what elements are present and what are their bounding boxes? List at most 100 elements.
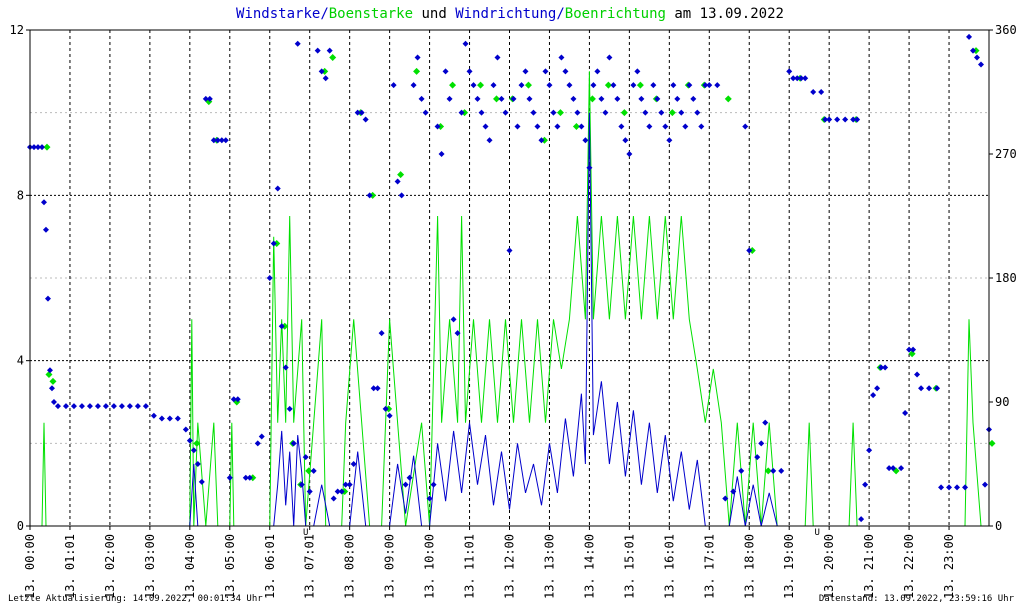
boenrichtung-point — [193, 439, 201, 447]
windrichtung-point — [762, 419, 769, 426]
windrichtung-point — [38, 144, 45, 151]
windrichtung-point — [278, 323, 285, 330]
windrichtung-point — [186, 437, 193, 444]
windrichtung-point — [366, 192, 373, 199]
windrichtung-point — [190, 447, 197, 454]
y-left-tick-label: 8 — [17, 188, 24, 202]
x-tick-label: 13. 21:00 — [862, 534, 876, 599]
windrichtung-point — [474, 95, 481, 102]
windrichtung-point — [542, 68, 549, 75]
windrichtung-point — [42, 226, 49, 233]
windrichtung-point — [94, 403, 101, 410]
windrichtung-point — [758, 440, 765, 447]
windrichtung-point — [394, 178, 401, 185]
windrichtung-point — [530, 109, 537, 116]
windrichtung-point — [258, 433, 265, 440]
windrichtung-point — [682, 123, 689, 130]
windrichtung-point — [482, 123, 489, 130]
windrichtung-point — [918, 385, 925, 392]
windrichtung-point — [70, 403, 77, 410]
windrichtung-point — [506, 247, 513, 254]
windrichtung-point — [494, 54, 501, 61]
boenrichtung-point — [636, 81, 644, 89]
windrichtung-point — [442, 68, 449, 75]
windrichtung-point — [434, 123, 441, 130]
windrichtung-point — [402, 481, 409, 488]
windrichtung-point — [358, 109, 365, 116]
windrichtung-point — [970, 47, 977, 54]
windrichtung-point — [678, 109, 685, 116]
windrichtung-point — [794, 75, 801, 82]
windrichtung-point — [318, 68, 325, 75]
windrichtung-point — [30, 144, 37, 151]
windrichtung-point — [486, 137, 493, 144]
x-tick-label: 13. 09:00 — [383, 534, 397, 599]
windrichtung-point — [658, 109, 665, 116]
title-date: am 13.09.2022 — [666, 6, 784, 22]
boenrichtung-point — [329, 54, 337, 62]
windrichtung-point — [886, 465, 893, 472]
windrichtung-point — [378, 330, 385, 337]
windrichtung-point — [194, 461, 201, 467]
windrichtung-point — [310, 467, 317, 474]
windrichtung-point — [878, 364, 885, 371]
windrichtung-point — [606, 54, 613, 61]
x-tick-label: 13. 18:00 — [742, 534, 756, 599]
windrichtung-point — [322, 75, 329, 82]
windrichtung-point — [346, 481, 353, 488]
windrichtung-point — [230, 396, 237, 403]
windrichtung-point — [282, 364, 289, 371]
x-tick-label: 13. 11:01 — [463, 534, 477, 599]
boenrichtung-point — [988, 439, 996, 447]
windrichtung-point — [438, 151, 445, 157]
windrichtung-point — [254, 440, 261, 447]
windrichtung-point — [62, 403, 69, 410]
windrichtung-point — [674, 95, 681, 102]
y-left-tick-label: 12 — [10, 23, 24, 37]
windrichtung-point — [686, 82, 693, 89]
windrichtung-point — [166, 415, 173, 422]
windrichtung-point — [802, 75, 809, 82]
windrichtung-point — [978, 61, 985, 68]
windrichtung-point — [654, 95, 661, 102]
windrichtung-point — [642, 109, 649, 116]
windrichtung-point — [342, 481, 349, 488]
windrichtung-point — [890, 465, 897, 472]
windrichtung-point — [78, 403, 85, 410]
windrichtung-point — [866, 447, 873, 454]
windrichtung-point — [242, 474, 249, 481]
windrichtung-point — [422, 109, 429, 116]
windrichtung-point — [874, 385, 881, 392]
x-tick-label: 13. 19:00 — [782, 534, 796, 599]
x-tick-label: 13. 20:00 — [822, 534, 836, 599]
windrichtung-point — [202, 95, 209, 102]
windrichtung-point — [526, 95, 533, 102]
windrichtung-point — [850, 116, 857, 123]
windrichtung-point — [954, 484, 961, 491]
boenrichtung-point — [620, 109, 628, 117]
windrichtung-point — [914, 371, 921, 378]
windrichtung-point — [302, 454, 309, 461]
windrichtung-point — [150, 412, 157, 419]
windrichtung-point — [48, 385, 55, 392]
title-windstarke: Windstarke — [236, 6, 320, 22]
windrichtung-point — [938, 484, 945, 491]
windrichtung-point — [742, 123, 749, 130]
windrichtung-point — [514, 123, 521, 130]
windrichtung-point — [534, 123, 541, 130]
title-sep2: / — [556, 6, 564, 22]
windrichtung-point — [246, 474, 253, 481]
boenrichtung-point — [572, 122, 580, 130]
title-und: und — [413, 6, 455, 22]
windrichtung-point — [646, 123, 653, 130]
x-tick-label: 13. 10:00 — [423, 534, 437, 599]
windrichtung-point — [362, 116, 369, 123]
windrichtung-point — [370, 385, 377, 392]
windrichtung-point — [538, 137, 545, 144]
windrichtung-point — [634, 68, 641, 75]
windrichtung-point — [662, 123, 669, 130]
windrichtung-point — [578, 123, 585, 130]
windrichtung-point — [330, 495, 337, 502]
windrichtung-point — [594, 68, 601, 75]
